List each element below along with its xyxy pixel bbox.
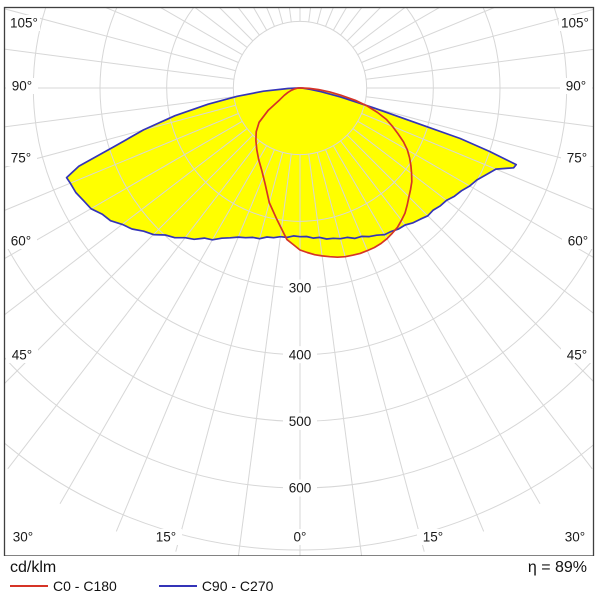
- grid-spoke: [4, 120, 243, 260]
- grid-spoke: [237, 7, 260, 36]
- ring-label-300: 300: [289, 281, 312, 296]
- grid-spoke: [4, 113, 239, 211]
- grid-spoke: [316, 152, 425, 552]
- angle-label-75°: 75°: [567, 151, 587, 166]
- angle-label-mask: [8, 15, 40, 31]
- angle-label-mask: [7, 529, 39, 545]
- angle-label-45°: 45°: [567, 348, 587, 363]
- grid-spoke: [4, 96, 234, 128]
- legend-label-c90-c270: C90 - C270: [201, 578, 274, 594]
- angle-label-30°: 30°: [565, 530, 585, 545]
- angle-label-15°: 15°: [156, 530, 176, 545]
- angle-label-75°: 75°: [11, 151, 31, 166]
- ring-label-500: 500: [289, 414, 312, 429]
- grid-spoke: [4, 8, 236, 72]
- grid-spoke: [340, 7, 363, 36]
- angle-label-mask: [6, 347, 38, 363]
- ring-label-mask: [283, 412, 317, 430]
- angle-label-90°: 90°: [566, 79, 586, 94]
- series-curve-C90-C270: [65, 87, 518, 241]
- angle-label-mask: [150, 529, 182, 545]
- angle-label-mask: [559, 15, 591, 31]
- grid-spoke: [266, 7, 275, 27]
- grid-spoke: [316, 7, 323, 24]
- ring-labels: 300 400 500 600: [283, 279, 317, 497]
- plot-area: [4, 7, 594, 556]
- units-label: cd/klm: [10, 559, 57, 576]
- grid-spoke: [277, 7, 284, 24]
- ring-label-400: 400: [289, 347, 312, 362]
- ring-label-mask: [283, 279, 317, 297]
- angle-label-105°: 105°: [10, 16, 38, 31]
- grid-spoke: [7, 140, 260, 470]
- chart-footer: cd/klm C0 - C180 C90 - C270 η = 89%: [0, 556, 600, 600]
- grid-spoke: [352, 128, 594, 314]
- plot-border: [3, 6, 595, 556]
- grid-spoke: [308, 154, 363, 556]
- angle-label-mask: [417, 529, 449, 545]
- polar-chart-canvas: 300 400 500 600 105° 90° 75° 60° 45° 30° 15° 0° 15° 3…: [3, 6, 595, 556]
- grid-spoke: [59, 145, 268, 504]
- grid-spoke: [325, 7, 334, 27]
- grid-spoke: [364, 8, 594, 72]
- grid-spoke: [4, 48, 234, 80]
- grid-spoke: [332, 145, 541, 504]
- grid-spoke: [357, 120, 594, 259]
- efficiency-label: η = 89%: [527, 559, 587, 576]
- angle-label-mask: [559, 529, 591, 545]
- angle-label-mask: [560, 78, 592, 94]
- angle-label-mask: [6, 78, 38, 94]
- angle-label-90°: 90°: [12, 79, 32, 94]
- polar-grid: [4, 7, 594, 556]
- grid-spoke: [308, 7, 312, 22]
- grid-spoke: [115, 149, 275, 532]
- grid-spoke: [252, 7, 268, 31]
- grid-spoke: [361, 7, 496, 63]
- grid-spoke: [325, 149, 485, 532]
- angle-label-60°: 60°: [11, 234, 31, 249]
- grid-spoke: [357, 7, 441, 56]
- angle-label-60°: 60°: [568, 234, 588, 249]
- angle-label-0°: 0°: [294, 530, 307, 545]
- series-curve-C0-C180: [255, 87, 413, 259]
- grid-spoke: [340, 140, 593, 470]
- grid-spoke: [366, 96, 594, 128]
- angle-label-mask: [284, 529, 316, 545]
- grid-spoke: [346, 134, 594, 383]
- angle-label-mask: [5, 150, 37, 166]
- legend-swatch-c0-c180: [10, 585, 48, 587]
- grid-spoke: [104, 7, 239, 63]
- grid-spoke: [159, 7, 243, 56]
- grid-spoke: [4, 134, 254, 385]
- angle-label-mask: [562, 233, 594, 249]
- ring-label-600: 600: [289, 481, 312, 496]
- grid-spoke: [4, 128, 248, 316]
- legend-label-c0-c180: C0 - C180: [53, 578, 117, 594]
- grid-spoke: [175, 152, 284, 552]
- angle-labels: 105° 90° 75° 60° 45° 30° 15° 0° 15° 30° 45° 60° 75° 9…: [5, 15, 594, 545]
- angle-label-mask: [5, 233, 37, 249]
- grid-spoke: [237, 154, 292, 556]
- legend-swatch-c90-c270: [158, 585, 197, 587]
- grid-spoke: [366, 48, 594, 80]
- angle-label-105°: 105°: [561, 16, 589, 31]
- angle-label-45°: 45°: [12, 348, 32, 363]
- grid-spoke: [361, 113, 594, 211]
- chart-legend: C0 - C180 C90 - C270: [10, 578, 315, 594]
- angle-label-mask: [561, 347, 593, 363]
- angle-label-30°: 30°: [13, 530, 33, 545]
- angle-label-15°: 15°: [423, 530, 443, 545]
- ring-label-mask: [283, 346, 317, 364]
- ring-label-mask: [283, 479, 317, 497]
- grid-spoke: [288, 7, 292, 22]
- angle-label-mask: [561, 150, 593, 166]
- grid-spoke: [332, 7, 348, 31]
